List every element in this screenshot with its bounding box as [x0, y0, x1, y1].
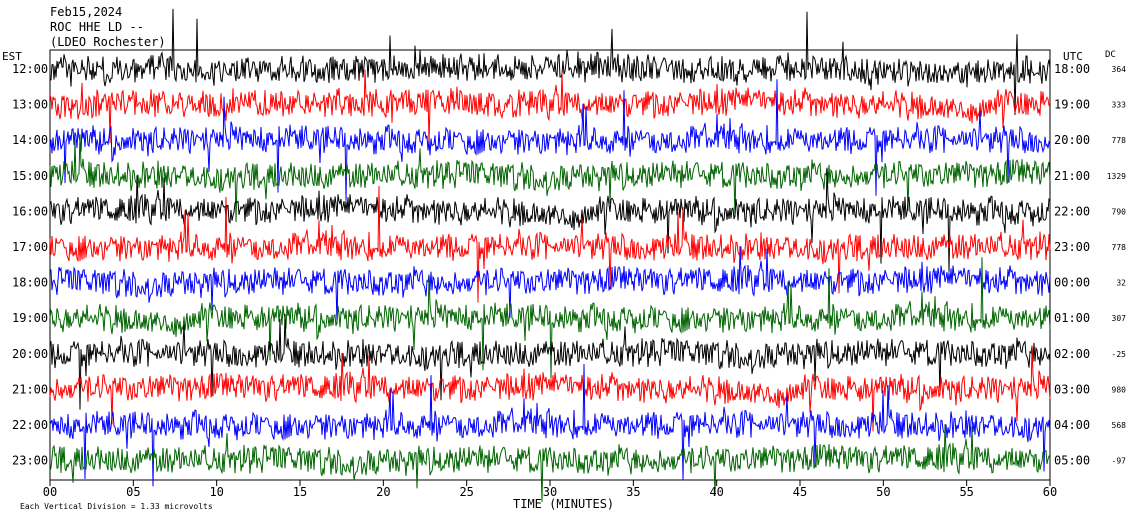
utc-hour-label: 02:00 — [1054, 347, 1090, 361]
est-axis-label: EST — [2, 50, 22, 63]
x-tick-group: 00 05 10 15 20 25 30 35 40 45 50 55 60 — [43, 480, 1057, 499]
x-tick-label: 40 — [709, 485, 723, 499]
scale-footer-note: Each Vertical Division = 1.33 microvolts — [20, 502, 213, 511]
est-hour-label: 13:00 — [12, 98, 48, 112]
x-tick-label: 15 — [293, 485, 307, 499]
utc-hour-label: 22:00 — [1054, 204, 1090, 218]
x-tick-label: 05 — [126, 485, 140, 499]
header-date: Feb15,2024 — [50, 5, 122, 19]
dc-offset-value: 307 — [1112, 314, 1127, 323]
est-hour-label: 17:00 — [12, 240, 48, 254]
utc-hour-label: 23:00 — [1054, 240, 1090, 254]
utc-hour-label: 21:00 — [1054, 169, 1090, 183]
x-tick-label: 25 — [459, 485, 473, 499]
dc-offset-value: 32 — [1116, 279, 1126, 288]
utc-hour-label: 03:00 — [1054, 382, 1090, 396]
x-tick-label: 30 — [543, 485, 557, 499]
x-axis-title: TIME (MINUTES) — [513, 497, 614, 511]
row-label-group: 12:00 18:00 364 13:00 19:00 333 14:00 20:00 778 1… — [12, 62, 1126, 468]
trace-line — [49, 69, 1051, 145]
est-hour-label: 12:00 — [12, 62, 48, 76]
trace-line — [49, 167, 1051, 272]
est-hour-label: 21:00 — [12, 382, 48, 396]
trace-line — [49, 79, 1051, 201]
trace-group — [49, 8, 1051, 503]
trace-line — [49, 8, 1051, 116]
trace-line — [49, 345, 1051, 432]
est-hour-label: 18:00 — [12, 276, 48, 290]
header-station: ROC HHE LD -- — [50, 20, 144, 34]
utc-hour-label: 05:00 — [1054, 454, 1090, 468]
trace-line — [49, 424, 1051, 503]
dc-offset-value: 778 — [1112, 136, 1127, 145]
dc-offset-value: 790 — [1112, 207, 1127, 216]
est-hour-label: 20:00 — [12, 347, 48, 361]
est-hour-label: 19:00 — [12, 311, 48, 325]
x-tick-label: 10 — [209, 485, 223, 499]
dc-offset-value: 333 — [1112, 101, 1127, 110]
x-tick-label: 50 — [876, 485, 890, 499]
trace-line — [49, 257, 1051, 379]
trace-line — [49, 246, 1051, 325]
utc-hour-label: 01:00 — [1054, 311, 1090, 325]
dc-offset-value: -97 — [1112, 457, 1127, 466]
header-location: (LDEO Rochester) — [50, 35, 166, 49]
x-tick-label: 45 — [793, 485, 807, 499]
utc-hour-label: 20:00 — [1054, 133, 1090, 147]
dc-offset-value: -25 — [1112, 350, 1127, 359]
utc-hour-label: 18:00 — [1054, 62, 1090, 76]
x-tick-label: 60 — [1043, 485, 1057, 499]
est-hour-label: 23:00 — [12, 454, 48, 468]
utc-hour-label: 19:00 — [1054, 98, 1090, 112]
dc-offset-value: 364 — [1112, 65, 1127, 74]
trace-line — [49, 134, 1051, 223]
est-hour-label: 16:00 — [12, 204, 48, 218]
dc-offset-value: 568 — [1112, 421, 1127, 430]
x-tick-label: 00 — [43, 485, 57, 499]
x-tick-label: 55 — [959, 485, 973, 499]
dc-offset-value: 1329 — [1107, 172, 1126, 181]
trace-line — [49, 313, 1051, 410]
est-hour-label: 22:00 — [12, 418, 48, 432]
utc-hour-label: 04:00 — [1054, 418, 1090, 432]
utc-axis-label: UTC — [1063, 50, 1083, 63]
x-tick-label: 20 — [376, 485, 390, 499]
dc-offset-value: 980 — [1112, 385, 1127, 394]
x-tick-label: 35 — [626, 485, 640, 499]
trace-line — [49, 185, 1051, 303]
est-hour-label: 15:00 — [12, 169, 48, 183]
utc-hour-label: 00:00 — [1054, 276, 1090, 290]
trace-line — [49, 363, 1051, 487]
est-hour-label: 14:00 — [12, 133, 48, 147]
dc-column-label: DC — [1105, 50, 1116, 60]
dc-offset-value: 778 — [1112, 243, 1127, 252]
